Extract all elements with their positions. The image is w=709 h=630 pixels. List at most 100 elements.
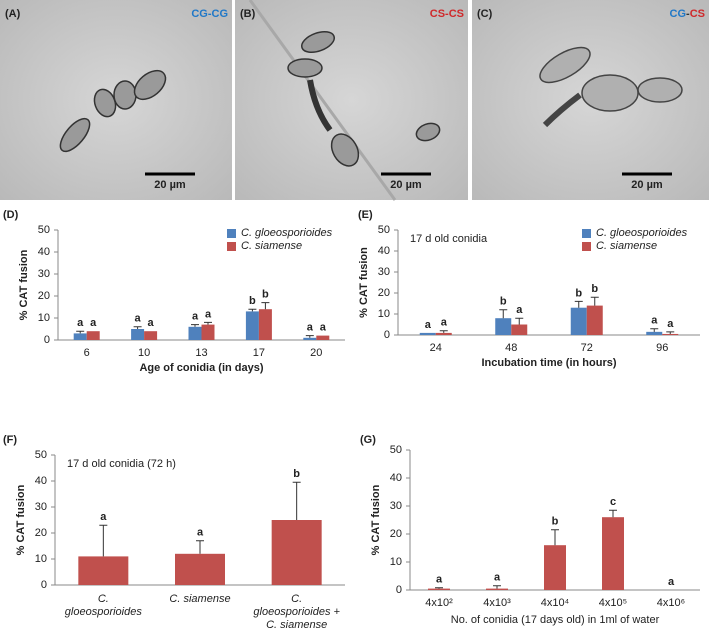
error-bar bbox=[666, 331, 675, 334]
y-tick-label: 50 bbox=[390, 444, 402, 456]
panel-label: (G) bbox=[360, 434, 376, 446]
x-tick-label: 13 bbox=[195, 347, 207, 359]
significance-letter: a bbox=[77, 317, 84, 329]
error-bar bbox=[305, 335, 314, 338]
error-bar bbox=[439, 330, 448, 333]
legend-swatch bbox=[582, 242, 591, 251]
y-tick-label: 0 bbox=[44, 334, 50, 346]
y-tick-label: 20 bbox=[378, 287, 390, 299]
error-bar bbox=[261, 302, 270, 310]
y-tick-label: 20 bbox=[38, 290, 50, 302]
x-axis-label: Incubation time (in hours) bbox=[481, 357, 616, 369]
tag-part: CG bbox=[212, 8, 229, 20]
legend-label: C. gloeosporioides bbox=[596, 227, 688, 239]
x-tick-label: 4x10³ bbox=[483, 597, 511, 609]
x-axis-label: Age of conidia (in days) bbox=[139, 362, 263, 374]
y-tick-label: 0 bbox=[396, 584, 402, 596]
panel-label: (F) bbox=[3, 434, 17, 446]
x-tick-label: 96 bbox=[656, 342, 668, 354]
significance-letter: b bbox=[552, 516, 559, 528]
tag-part: CS bbox=[430, 8, 445, 20]
significance-letter: a bbox=[135, 313, 142, 325]
bar bbox=[316, 335, 330, 340]
y-tick-label: 40 bbox=[38, 246, 50, 258]
legend-swatch bbox=[227, 242, 236, 251]
x-tick-label: 10 bbox=[138, 347, 150, 359]
significance-letter: a bbox=[148, 317, 155, 329]
significance-letter: a bbox=[90, 317, 97, 329]
error-bar bbox=[196, 540, 204, 554]
micrograph-a bbox=[0, 0, 232, 200]
y-tick-label: 10 bbox=[378, 308, 390, 320]
y-tick-label: 40 bbox=[35, 475, 47, 487]
error-bar bbox=[248, 308, 257, 312]
x-tick-label: C. siamense bbox=[266, 619, 327, 630]
panel-tag: CG-CS bbox=[670, 8, 705, 20]
tag-part: - bbox=[208, 8, 212, 20]
annotation: 17 d old conidia bbox=[410, 233, 488, 245]
y-tick-label: 30 bbox=[378, 266, 390, 278]
significance-letter: a bbox=[197, 527, 204, 539]
tag-part: CS bbox=[449, 8, 464, 20]
y-tick-label: 0 bbox=[41, 579, 47, 591]
bar bbox=[486, 588, 508, 590]
y-tick-label: 30 bbox=[35, 501, 47, 513]
bar bbox=[144, 331, 158, 340]
bar bbox=[511, 324, 528, 335]
legend-label: C. gloeosporioides bbox=[241, 227, 333, 239]
tag-part: CG bbox=[191, 8, 208, 20]
tag-part: CG bbox=[670, 8, 687, 20]
y-tick-label: 50 bbox=[35, 449, 47, 461]
y-tick-label: 20 bbox=[390, 528, 402, 540]
significance-letter: b bbox=[591, 283, 598, 295]
x-tick-label: C. siamense bbox=[169, 593, 230, 605]
bar bbox=[435, 332, 452, 335]
error-bar bbox=[499, 309, 508, 319]
bar bbox=[245, 311, 259, 340]
significance-letter: a bbox=[100, 511, 107, 523]
significance-letter: a bbox=[205, 308, 212, 320]
significance-letter: b bbox=[500, 296, 507, 308]
y-tick-label: 40 bbox=[390, 472, 402, 484]
x-tick-label: 4x10⁵ bbox=[599, 597, 627, 609]
error-bar bbox=[609, 509, 617, 518]
y-axis-label: % CAT fusion bbox=[18, 249, 30, 320]
error-bar bbox=[590, 296, 599, 306]
x-tick-label: 4x10⁶ bbox=[657, 597, 685, 609]
bar bbox=[602, 517, 624, 590]
x-tick-label: 24 bbox=[430, 342, 442, 354]
x-axis-label: No. of conidia (17 days old) in 1ml of w… bbox=[451, 614, 660, 626]
scale-label: 20 µm bbox=[154, 179, 186, 191]
error-bar bbox=[191, 324, 199, 327]
y-axis-label: % CAT fusion bbox=[15, 484, 27, 555]
significance-letter: a bbox=[651, 315, 658, 327]
significance-letter: b bbox=[575, 287, 582, 299]
y-tick-label: 30 bbox=[38, 268, 50, 280]
panel-label: (C) bbox=[477, 8, 493, 20]
x-tick-label: 17 bbox=[253, 347, 265, 359]
error-bar bbox=[133, 326, 142, 329]
panel-label: (E) bbox=[358, 209, 373, 221]
y-tick-label: 20 bbox=[35, 527, 47, 539]
bar bbox=[544, 545, 566, 590]
x-tick-label: 20 bbox=[310, 347, 322, 359]
annotation: 17 d old conidia (72 h) bbox=[67, 458, 176, 470]
x-tick-label: gloeosporioides + bbox=[253, 606, 340, 618]
error-bar bbox=[292, 481, 301, 520]
y-axis-label: % CAT fusion bbox=[370, 484, 382, 555]
x-tick-label: C. bbox=[291, 593, 302, 605]
bar bbox=[271, 520, 322, 585]
tag-part: CS bbox=[690, 8, 705, 20]
significance-letter: a bbox=[307, 322, 314, 334]
significance-letter: a bbox=[441, 317, 448, 329]
panel-label: (B) bbox=[240, 8, 256, 20]
bar bbox=[303, 337, 317, 340]
bar bbox=[428, 588, 450, 590]
x-tick-label: 72 bbox=[581, 342, 593, 354]
micrograph-c bbox=[472, 0, 709, 200]
significance-letter: a bbox=[425, 319, 432, 331]
scale-label: 20 µm bbox=[631, 179, 663, 191]
bar bbox=[78, 556, 129, 585]
bar bbox=[570, 307, 587, 335]
legend-label: C. siamense bbox=[596, 240, 657, 252]
